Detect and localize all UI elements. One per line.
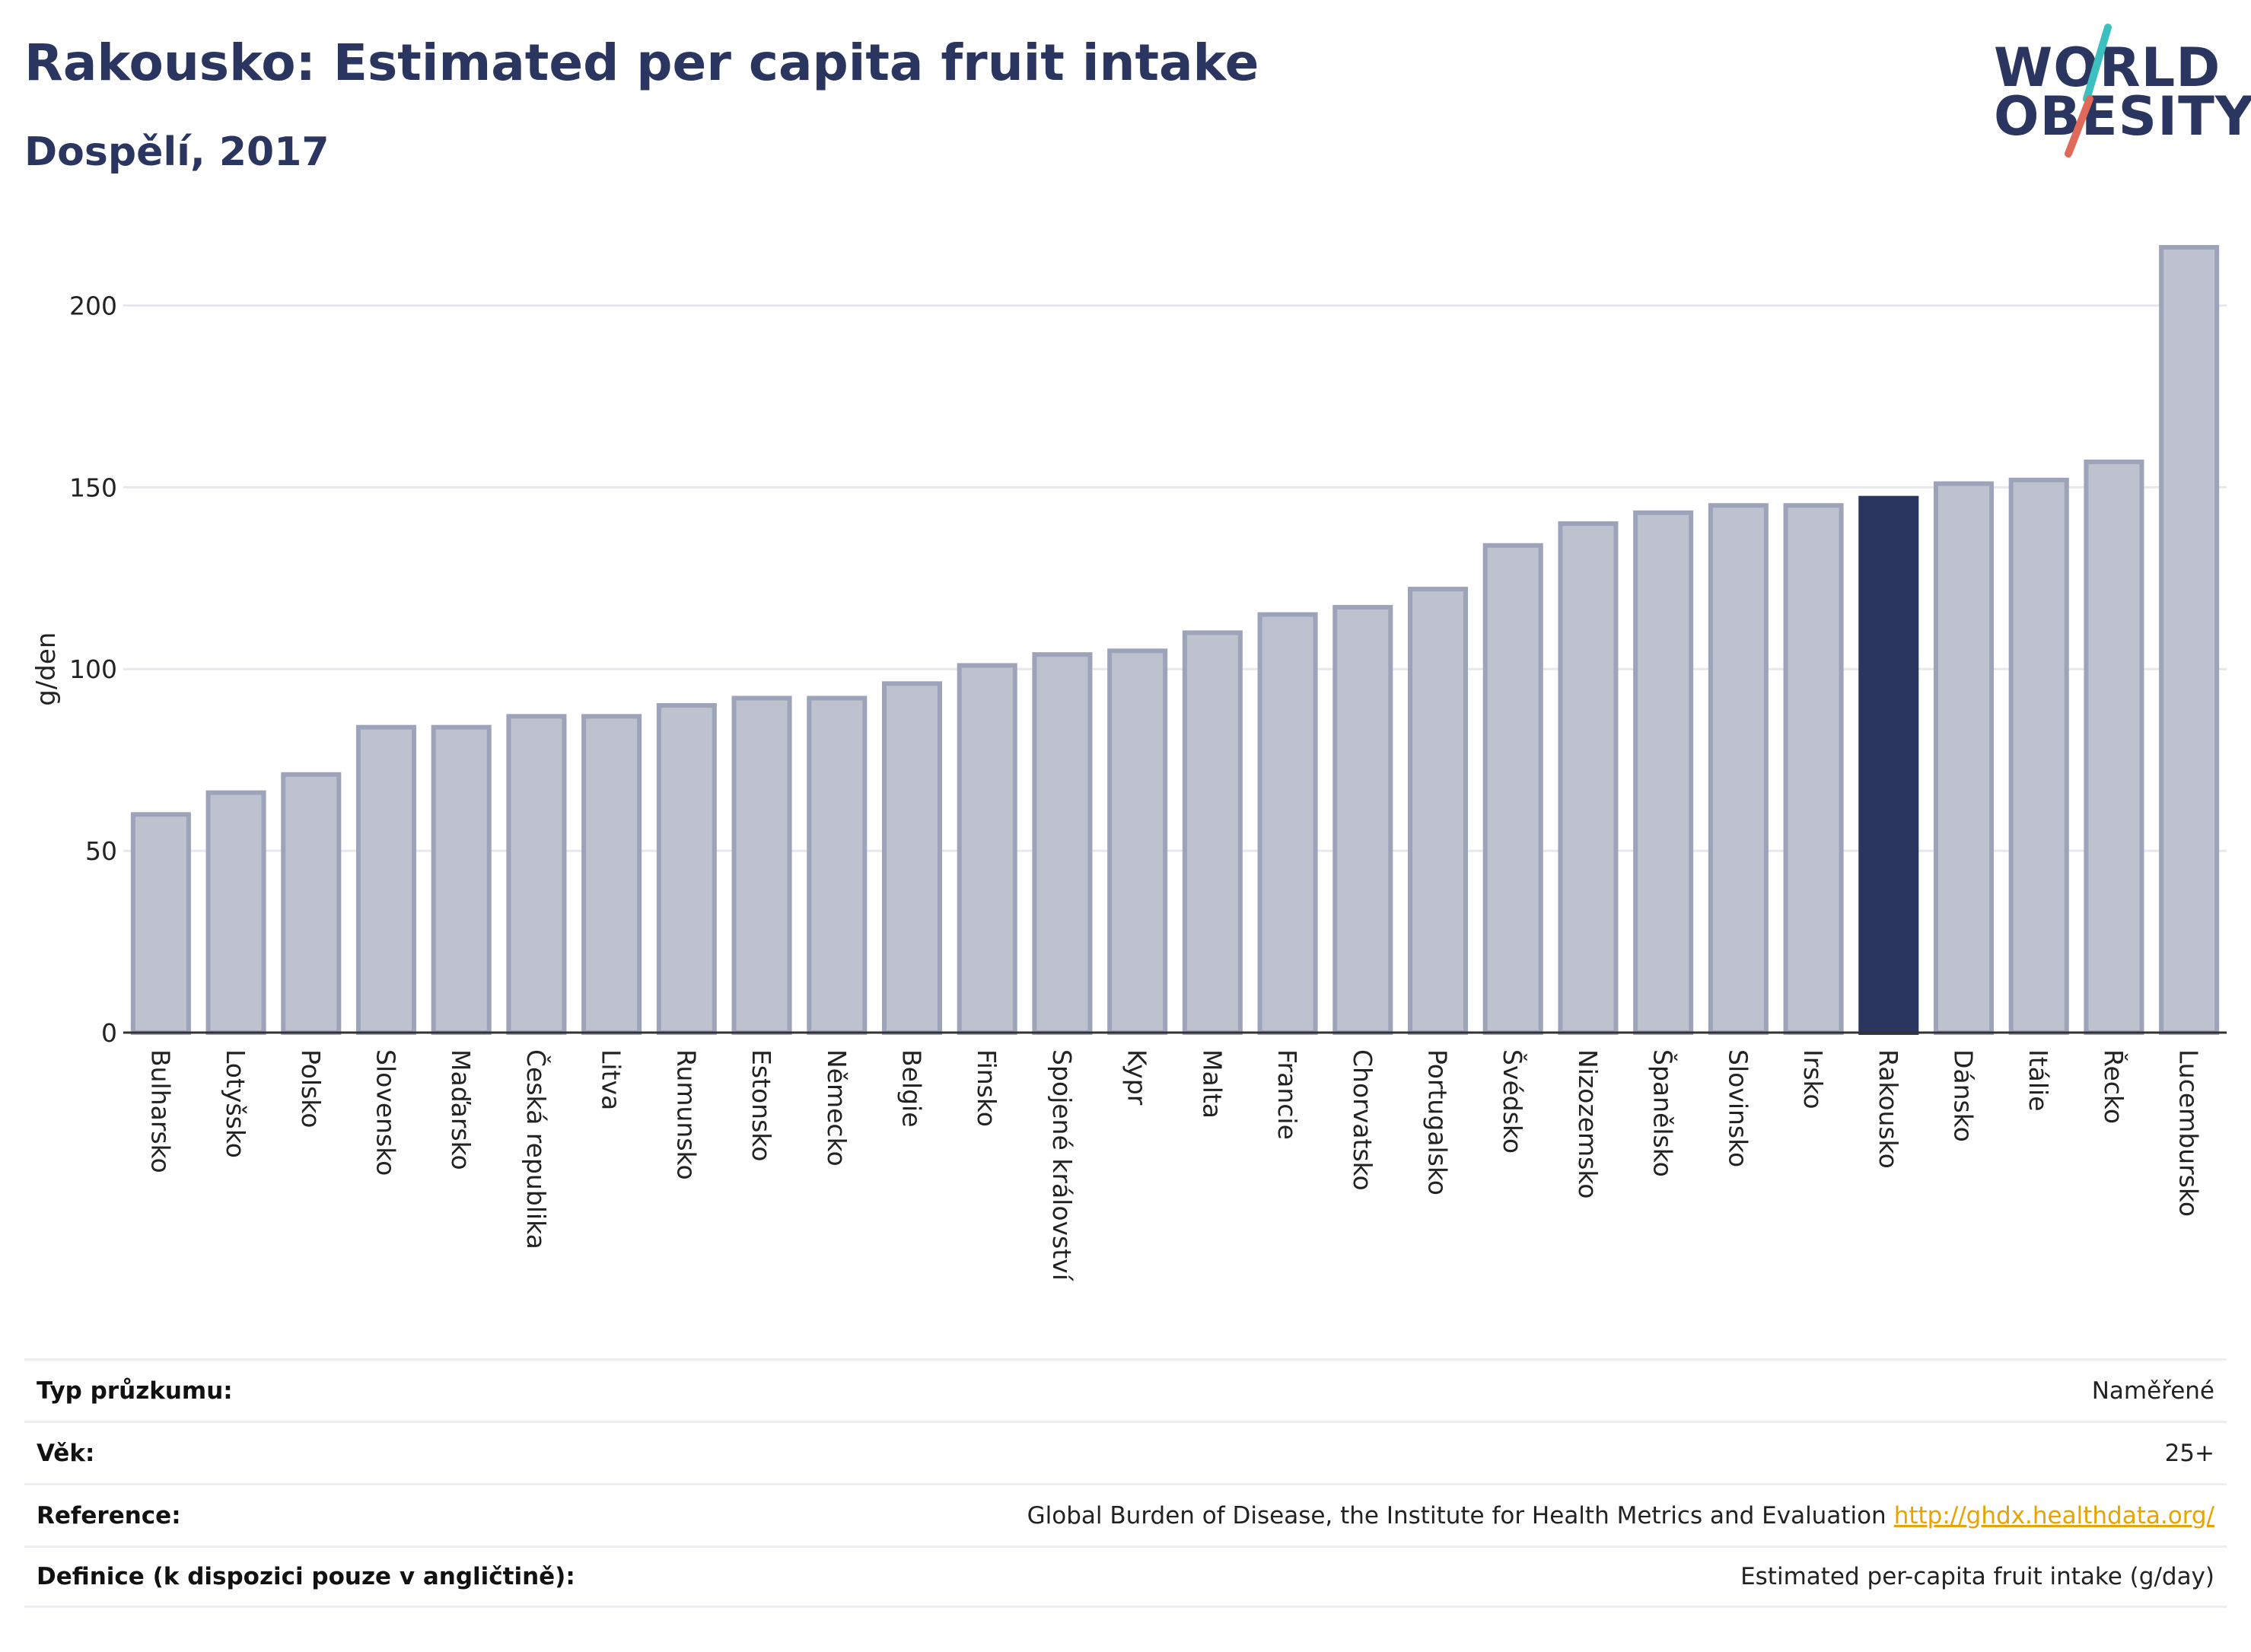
logo-slash-icon <box>2065 24 2112 158</box>
bar <box>957 663 1017 1035</box>
bar <box>2159 245 2220 1035</box>
x-tick-label: Litva <box>597 1049 626 1110</box>
info-table: Typ průzkumu: Naměřené Věk: 25+ Referenc… <box>24 1358 2227 1608</box>
bar <box>807 695 868 1035</box>
y-tick-label: 0 <box>101 1018 117 1048</box>
x-tick-label: Malta <box>1197 1049 1227 1119</box>
info-row-age: Věk: 25+ <box>24 1421 2227 1483</box>
chart-subtitle: Dospělí, 2017 <box>24 129 330 175</box>
bar <box>1633 510 1694 1035</box>
bar <box>1107 648 1168 1035</box>
logo-text-line1: WORLD <box>1994 37 2221 99</box>
info-label: Reference: <box>37 1501 181 1529</box>
x-tick-label: Maďarsko <box>446 1049 476 1170</box>
bar <box>1482 543 1543 1035</box>
bar <box>581 714 642 1035</box>
x-tick-label: Lucembursko <box>2174 1049 2204 1217</box>
reference-text: Global Burden of Disease, the Institute … <box>1027 1501 1886 1529</box>
y-tick-label: 100 <box>69 654 117 684</box>
bar <box>281 772 342 1035</box>
info-row-definition: Definice (k dispozici pouze v angličtině… <box>24 1545 2227 1608</box>
bar <box>1708 503 1769 1035</box>
x-tick-label: Lotyšsko <box>221 1049 250 1158</box>
x-tick-label: Rumunsko <box>671 1049 701 1180</box>
bar <box>1407 587 1469 1035</box>
bar <box>205 790 266 1036</box>
x-tick-label: Itálie <box>2023 1049 2053 1112</box>
info-value: Global Burden of Disease, the Institute … <box>1027 1502 2214 1529</box>
info-label: Věk: <box>37 1439 95 1467</box>
bar <box>731 695 792 1035</box>
bars <box>130 245 2220 1036</box>
bar <box>506 714 567 1035</box>
x-tick-label: Estonsko <box>747 1049 776 1161</box>
info-value: 25+ <box>2164 1439 2214 1467</box>
info-row-reference: Reference: Global Burden of Disease, the… <box>24 1483 2227 1545</box>
bar <box>1783 503 1844 1035</box>
bar <box>1182 630 1243 1035</box>
x-tick-label: Belgie <box>897 1049 927 1128</box>
bar <box>1933 481 1995 1035</box>
bar <box>2084 459 2144 1035</box>
x-tick-label: Spojené království <box>1047 1049 1077 1282</box>
x-tick-label: Polsko <box>296 1049 326 1128</box>
axes: 0 50 100 150 200 Bulharsko Lotyšsko Polsko Slove… <box>69 291 2227 1282</box>
x-tick-label: Německo <box>822 1049 852 1167</box>
x-tick-label: Španělsko <box>1648 1049 1679 1177</box>
y-axis-label: g/den <box>31 632 62 706</box>
bar <box>1332 605 1393 1035</box>
x-tick-label: Irsko <box>1798 1049 1828 1109</box>
bar <box>1032 652 1093 1035</box>
y-tick-label: 150 <box>69 473 117 502</box>
x-tick-label: Slovinsko <box>1723 1049 1753 1167</box>
bar-chart: 0 50 100 150 200 Bulharsko Lotyšsko Polsko Slove… <box>31 245 2227 1282</box>
x-tick-label: Dánsko <box>1949 1049 1979 1142</box>
bar <box>130 812 191 1035</box>
bar <box>881 681 943 1035</box>
info-row-survey-type: Typ průzkumu: Naměřené <box>24 1358 2227 1421</box>
x-tick-label: Rakousko <box>1874 1049 1903 1169</box>
x-tick-label: Bulharsko <box>145 1049 175 1173</box>
bar <box>2008 477 2069 1035</box>
x-tick-label: Francie <box>1272 1049 1302 1140</box>
info-value: Naměřené <box>2091 1377 2214 1405</box>
x-tick-label: Nizozemsko <box>1573 1049 1603 1198</box>
bar <box>355 724 417 1036</box>
info-value: Estimated per-capita fruit intake (g/day… <box>1740 1563 2214 1590</box>
bar <box>1858 495 1919 1035</box>
bar <box>656 703 717 1035</box>
x-tick-label: Švédsko <box>1498 1049 1528 1154</box>
info-label: Typ průzkumu: <box>37 1377 233 1405</box>
chart-title: Rakousko: Estimated per capita fruit int… <box>24 33 1259 92</box>
bar <box>1257 612 1318 1035</box>
reference-link[interactable]: http://ghdx.healthdata.org/ <box>1893 1501 2214 1529</box>
x-tick-label: Řecko <box>2099 1049 2129 1124</box>
x-tick-label: Kypr <box>1122 1049 1152 1106</box>
x-tick-label: Česká republika <box>521 1049 552 1249</box>
bar <box>1558 521 1619 1036</box>
x-tick-label: Portugalsko <box>1423 1049 1453 1195</box>
x-tick-label: Slovensko <box>371 1049 401 1176</box>
world-obesity-logo[interactable]: WORLD OBESITY <box>1979 23 2251 160</box>
x-tick-label: Finsko <box>972 1049 1001 1127</box>
y-tick-label: 50 <box>85 836 117 866</box>
x-tick-label: Chorvatsko <box>1348 1049 1377 1191</box>
info-label: Definice (k dispozici pouze v angličtině… <box>37 1563 575 1590</box>
y-tick-label: 200 <box>69 291 117 320</box>
bar <box>431 724 492 1036</box>
logo-text-line2: OBESITY <box>1994 85 2251 148</box>
